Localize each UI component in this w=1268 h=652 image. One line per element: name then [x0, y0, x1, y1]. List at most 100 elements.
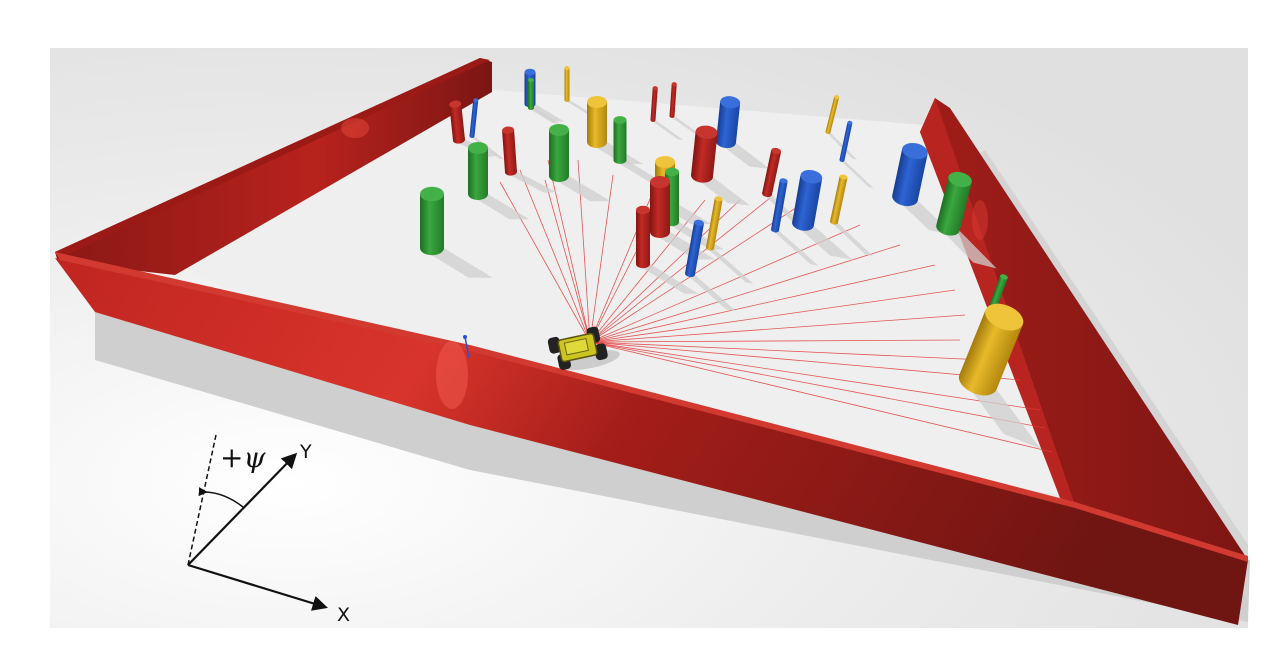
obstacle-green-cylinder	[549, 124, 611, 202]
lidar-ray	[589, 197, 771, 343]
y-axis-arrow	[187, 452, 298, 566]
obstacle-base	[549, 170, 569, 182]
lidar-ray	[589, 174, 614, 343]
lidar-ray	[589, 339, 961, 343]
obstacle-base	[716, 135, 736, 149]
obstacle-base	[420, 240, 444, 256]
obstacle-shadow	[830, 221, 874, 257]
obstacle-base	[587, 136, 607, 148]
front-wall-top	[55, 252, 1248, 562]
obstacle-shadow	[706, 247, 754, 284]
obstacle-shadow	[420, 248, 493, 278]
front-wall	[55, 258, 1248, 625]
obstacle-blue-cylinder	[839, 120, 874, 189]
lidar-ray	[589, 289, 956, 343]
coordinate-frame: Y X +ψ	[187, 434, 350, 626]
obstacle-shadow	[650, 119, 683, 140]
y-axis-label: Y	[299, 441, 312, 463]
obstacle-body	[892, 148, 928, 201]
obstacle-blue-cylinder	[792, 169, 852, 260]
obstacle-top	[650, 176, 670, 188]
obstacle-top	[714, 196, 723, 202]
obstacle-base	[453, 136, 465, 144]
obstacle-base	[650, 226, 670, 238]
lidar-ray	[589, 341, 1046, 429]
back-left-wall-top	[55, 58, 490, 256]
obstacle-top	[720, 96, 741, 109]
obstacle-top	[847, 120, 853, 125]
lidar-ray	[589, 341, 1053, 453]
obstacle-shadow	[549, 176, 611, 202]
obstacle-body	[420, 194, 444, 248]
obstacle-top	[771, 147, 782, 155]
obstacle-body	[762, 149, 782, 196]
obstacle-top	[528, 78, 534, 82]
obstacles	[420, 66, 1041, 449]
robot-wheel	[594, 343, 608, 361]
lidar-ray	[589, 174, 661, 343]
obstacle-blue-cylinder	[716, 96, 770, 169]
obstacle-body	[449, 103, 465, 141]
obstacle-top	[449, 100, 462, 108]
obstacle-body	[706, 198, 723, 249]
obstacle-red-cylinder	[691, 125, 750, 206]
obstacle-body	[989, 275, 1008, 309]
obstacle-top	[468, 142, 488, 154]
lidar-ray	[589, 264, 936, 343]
lidar-ray	[589, 251, 637, 343]
obstacle-shadow	[716, 140, 770, 169]
lidar-ray	[519, 169, 591, 343]
psi-reference-line	[187, 434, 217, 566]
obstacle-top	[839, 174, 848, 180]
obstacle-base	[792, 217, 814, 231]
obstacle-base	[762, 190, 772, 198]
lidar-ray	[589, 341, 1021, 381]
lidar-ray	[589, 244, 901, 343]
obstacle-top	[655, 156, 675, 168]
obstacle-top	[671, 82, 677, 87]
lidar-ray	[547, 159, 591, 343]
obstacle-blue-cylinder	[685, 219, 737, 312]
obstacle-yellow-cylinder	[825, 95, 858, 160]
obstacle-green-cylinder	[420, 186, 493, 278]
obstacle-base	[613, 156, 627, 164]
obstacle-shadow	[669, 115, 702, 136]
obstacle-body	[502, 129, 517, 173]
obstacle-shadow	[771, 229, 819, 266]
obstacle-shadow	[691, 174, 750, 206]
obstacle-base	[830, 219, 838, 225]
obstacle-shadow	[839, 159, 874, 189]
obstacle-top	[473, 98, 479, 103]
obstacle-top	[636, 205, 650, 215]
obstacle-shadow	[685, 273, 737, 312]
obstacle-body	[650, 87, 658, 121]
obstacle-green-cylinder	[468, 142, 530, 220]
right-wall	[920, 98, 1248, 575]
obstacle-base	[771, 227, 779, 233]
obstacle-base	[691, 169, 713, 183]
lidar-ray	[589, 341, 986, 361]
obstacle-top	[800, 169, 823, 184]
wall-highlight	[436, 341, 468, 409]
obstacle-base	[564, 98, 570, 102]
obstacle-base	[468, 188, 488, 200]
obstacle-base	[892, 189, 918, 207]
obstacle-body	[468, 148, 488, 194]
obstacle-top	[524, 68, 536, 76]
obstacle-body	[469, 99, 479, 137]
obstacle-red-cylinder	[502, 126, 557, 193]
obstacle-top	[564, 66, 570, 70]
psi-rotation-arc	[198, 487, 244, 508]
obstacle-red-cylinder	[636, 205, 699, 294]
obstacle-base	[839, 157, 845, 163]
obstacle-shadow	[792, 222, 852, 260]
obstacle-shadow	[936, 225, 997, 269]
obstacle-shadow	[613, 160, 663, 182]
obstacle-top	[420, 186, 444, 202]
obstacle-top	[1000, 274, 1008, 280]
obstacle-top	[665, 167, 679, 177]
obstacle-base	[936, 220, 960, 236]
obstacle-body	[613, 120, 627, 160]
obstacle-base	[685, 270, 695, 278]
